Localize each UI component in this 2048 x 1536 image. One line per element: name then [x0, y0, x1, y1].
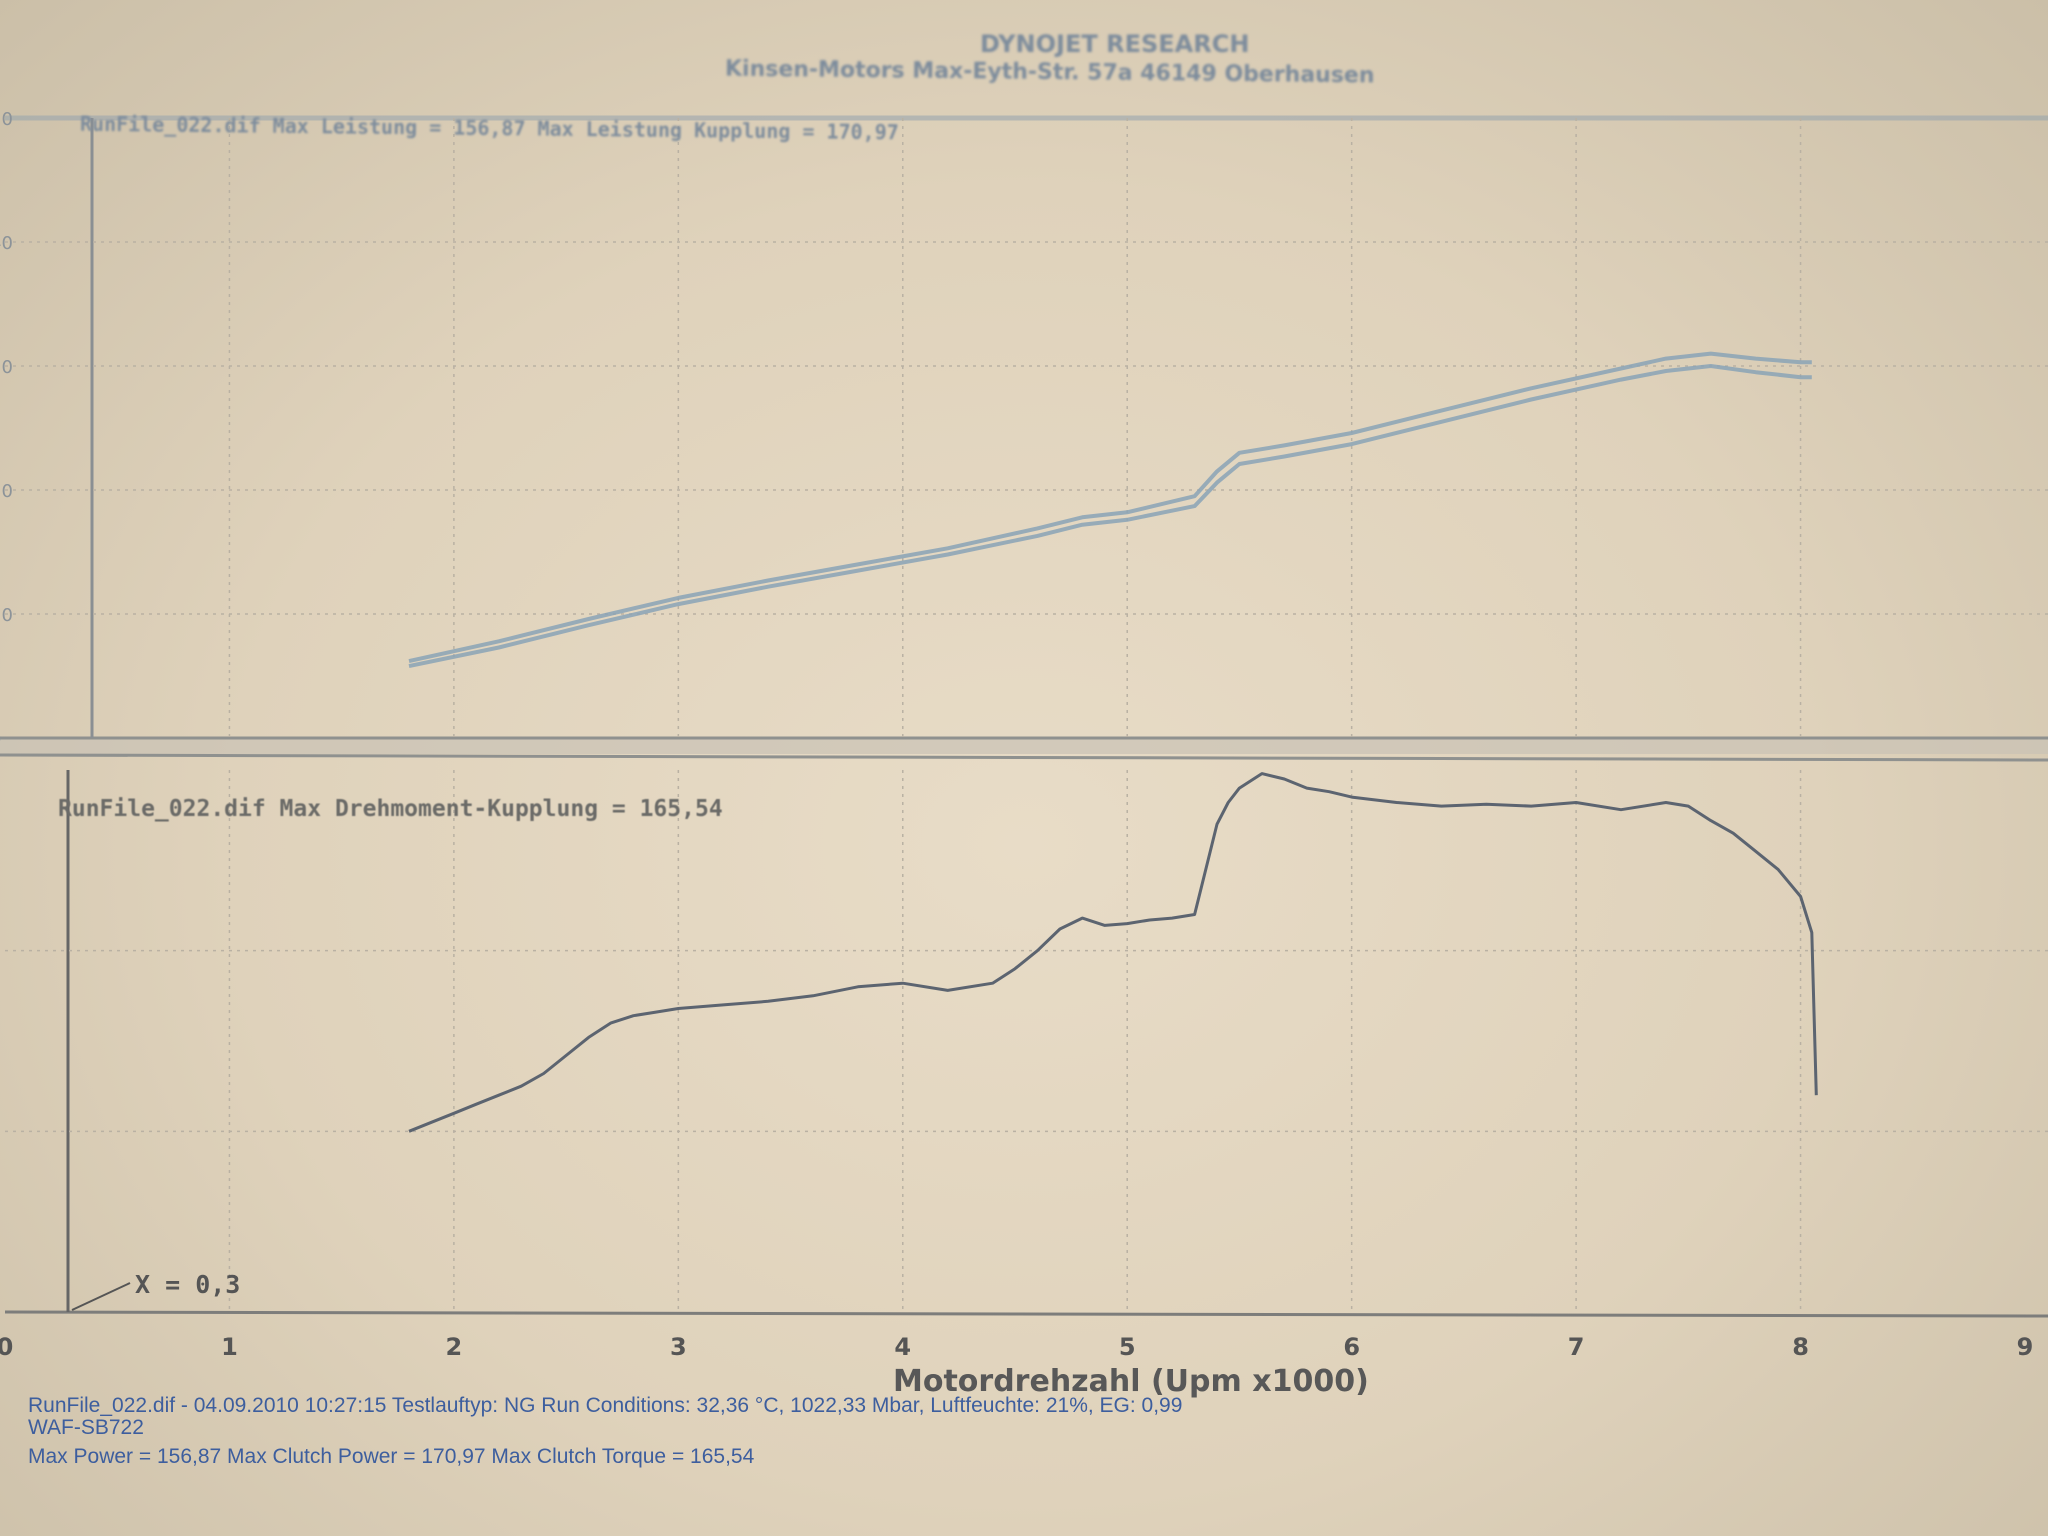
power-series-line-2: [408, 364, 1812, 669]
power-series: [408, 351, 1812, 669]
x-tick-5: 5: [1119, 1333, 1136, 1361]
torque-series: [408, 772, 1818, 1133]
x-offset-annotation: X = 0,3: [135, 1270, 241, 1299]
torque-chart-title: RunFile_022.dif Max Drehmoment-Kupplung …: [58, 796, 723, 822]
x-axis-label: Motordrehzahl (Upm x1000): [893, 1364, 1369, 1399]
x-tick-7: 7: [1568, 1333, 1585, 1361]
header-company: DYNOJET RESEARCH: [980, 30, 1250, 58]
torque-grid: [5, 770, 2048, 1312]
chart-frames: [0, 115, 2048, 1318]
x-axis-line: [4, 1310, 2048, 1318]
x-tick-0: 0: [0, 1333, 13, 1361]
x-tick-2: 2: [446, 1333, 463, 1361]
power-y-tick-50: 50: [0, 109, 13, 130]
power-y-tick-30: 30: [0, 357, 13, 378]
power-y-tick-10: 10: [0, 605, 13, 626]
power-y-tick-40: 40: [0, 233, 13, 254]
power-y-tick-labels: 0 10 20 30 40 50: [0, 109, 13, 750]
separator-lines: [0, 736, 2048, 762]
power-y-tick-0: 0: [0, 729, 1, 750]
footer-max-values: Max Power = 156,87 Max Clutch Power = 17…: [28, 1445, 755, 1468]
x-tick-1: 1: [221, 1333, 238, 1361]
x-offset-pointer: [71, 1282, 131, 1311]
footer-run-info: RunFile_022.dif - 04.09.2010 10:27:15 Te…: [28, 1394, 1183, 1417]
x-offset-annotation-group: [71, 1282, 131, 1311]
x-tick-3: 3: [670, 1333, 687, 1361]
power-grid: [5, 118, 2048, 738]
footer-vehicle-id: WAF-SB722: [28, 1416, 144, 1439]
x-tick-4: 4: [894, 1333, 911, 1361]
torque-series-line-1: [408, 772, 1818, 1133]
x-tick-9: 9: [2017, 1333, 2034, 1361]
x-tick-8: 8: [1792, 1333, 1809, 1361]
x-tick-labels: 0 1 2 3 4 5 6 7 8 9: [0, 1333, 2033, 1361]
power-series-line-1: [408, 351, 1812, 664]
x-tick-6: 6: [1343, 1333, 1360, 1361]
panel-separator: [0, 738, 2048, 754]
power-y-tick-20: 20: [0, 481, 13, 502]
